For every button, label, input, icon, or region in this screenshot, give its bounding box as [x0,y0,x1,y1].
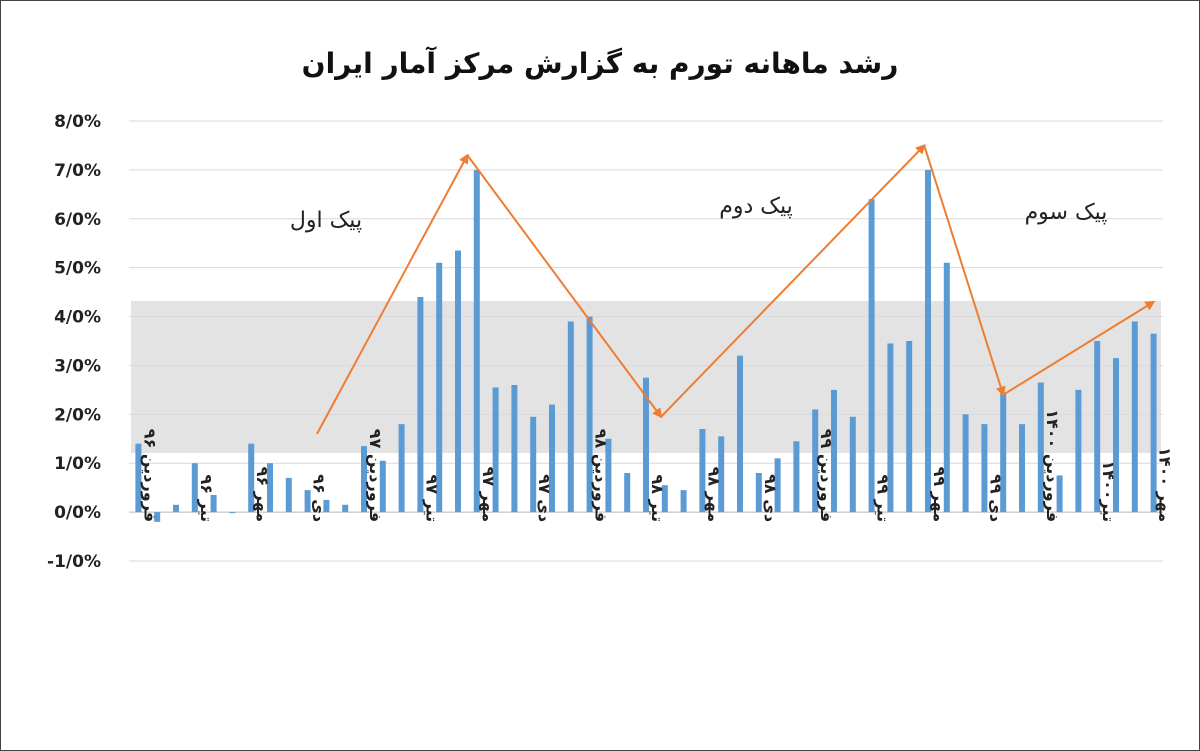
x-tick-label: مهر ۹۶ [253,467,272,523]
x-tick-label: تیر۱۴۰۰ [1099,461,1118,523]
bar [661,485,668,513]
x-tick-label: دی ۹۷ [535,474,554,522]
bar [868,199,875,513]
bar [962,414,969,513]
bar [154,512,161,522]
bar [1037,382,1044,513]
bar [643,377,649,513]
y-tick-label: 7/0% [54,161,101,181]
bar [680,490,687,513]
bar [718,436,725,513]
bar [530,416,537,513]
trend-arrow [316,153,469,435]
bar [210,495,217,513]
x-tick-label: مهر ۹۸ [704,467,723,523]
y-tick-label: 1/0% [54,454,101,474]
y-tick-label: 4/0% [54,308,101,328]
x-tick-label: فروردین ۹۸ [592,429,611,522]
bar [586,316,593,513]
y-tick-label: 2/0% [54,405,101,425]
bar [1131,321,1138,513]
bar [1113,358,1119,513]
bar [473,169,480,513]
bar [774,458,781,513]
x-tick-label: فروردین ۹۶ [140,429,159,522]
bar [1056,475,1063,513]
x-tick-label: مهر ۱۴۰۰ [1156,447,1175,522]
bar [1094,341,1101,513]
bar [549,404,555,513]
x-tick-label: فروردین ۹۷ [366,429,385,522]
bar [624,473,631,513]
bar [567,321,574,513]
x-tick-label: دی ۹۸ [761,474,780,522]
x-tick-label: مهر ۹۹ [930,467,949,523]
trend-arrow [923,145,1006,397]
bars [135,169,1157,522]
bar [605,438,612,513]
bar [398,424,405,513]
bar [1019,424,1025,513]
bar [342,504,349,513]
bar [304,490,311,513]
bar [1000,392,1007,513]
bar [849,416,856,513]
bar [906,341,913,513]
trend-arrow [466,154,663,419]
y-tick-label: 6/0% [54,210,101,230]
bar [323,499,330,513]
bar [229,512,236,514]
y-axis-ticks: -1/0% 0/0% 1/0% 2/0% 3/0% 4/0% 5/0% 6/0% 7/0% 8/0… [47,112,101,572]
y-tick-label: 3/0% [54,356,101,376]
bar [793,441,800,513]
bar [455,250,461,513]
bar [887,343,894,513]
bar [755,473,762,513]
bar [417,297,424,513]
bar [812,409,819,513]
x-tick-label: دی ۹۹ [986,474,1005,522]
annotation-peak1: پیک اول [290,208,362,233]
x-tick-label: تیر ۹۶ [197,475,216,523]
bar [831,389,837,513]
annotation-peak2: پیک دوم [719,194,793,219]
x-axis-ticks: فروردین ۹۶ تیر ۹۶ مهر ۹۶ دی ۹۶ فروردین ۹۷ تیر… [140,409,1174,522]
bar [361,446,367,513]
bar [925,169,931,513]
x-tick-label: فروردین ۱۴۰۰ [1043,409,1062,522]
bar [1075,389,1082,513]
bar [492,387,499,513]
bar [285,477,292,513]
bar [1150,333,1157,513]
chart-title: رشد ماهانه تورم به گزارش مرکز آمار ایران [301,47,899,80]
bar [436,262,443,513]
bar [267,463,273,513]
x-tick-label: تیر ۹۸ [648,475,667,523]
x-tick-label: مهر ۹۷ [479,467,498,523]
bar [191,463,198,513]
bar [173,504,179,513]
annotation-peak3: پیک سوم [1025,200,1108,225]
x-tick-label: دی ۹۶ [310,474,329,522]
bar [379,460,386,513]
bar [943,262,950,513]
y-tick-label: -1/0% [47,552,101,572]
bar [135,443,142,513]
y-tick-label: 0/0% [54,503,101,523]
bar [699,429,706,513]
bar [511,385,518,513]
y-tick-label: 5/0% [54,259,101,279]
trend-arrow [1002,300,1156,396]
x-tick-label: تیر ۹۹ [874,475,893,523]
x-tick-label: فروردین ۹۹ [817,429,836,522]
trend-arrow [660,144,926,418]
bar [981,424,988,513]
y-tick-label: 8/0% [54,112,101,132]
x-tick-label: تیر ۹۷ [422,475,441,523]
bar [248,443,255,513]
bar [737,355,743,513]
trend-arrows [316,144,1156,435]
